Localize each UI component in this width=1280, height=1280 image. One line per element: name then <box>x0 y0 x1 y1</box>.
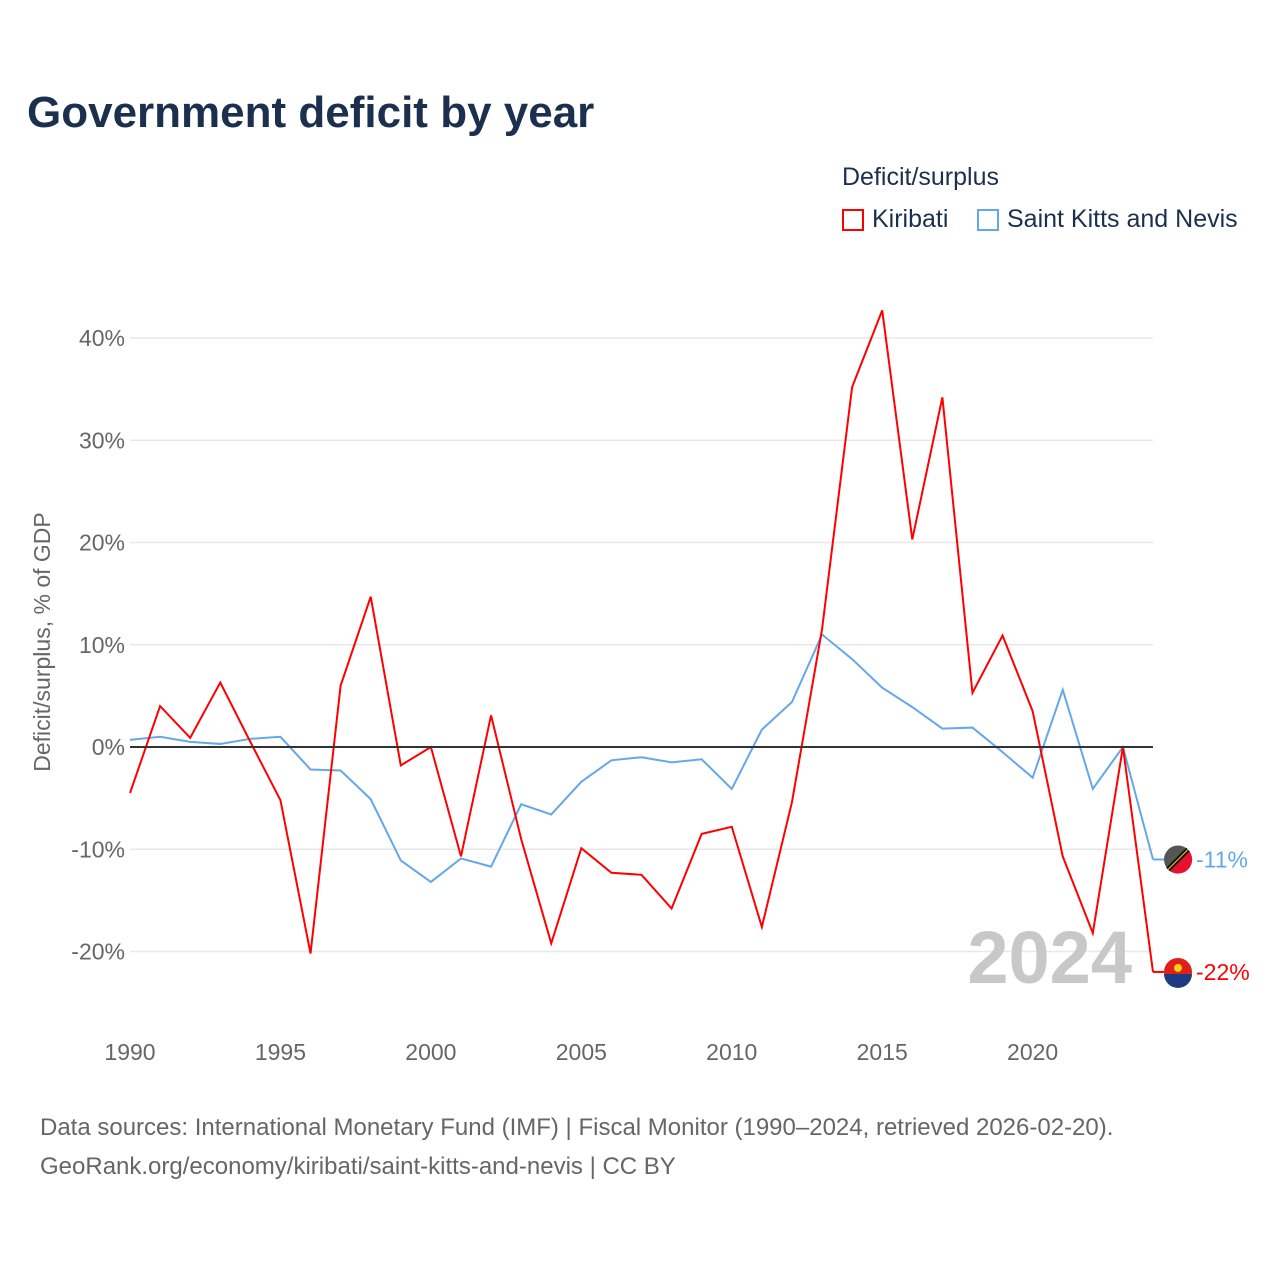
source-link[interactable]: GeoRank.org/economy/kiribati/saint-kitts… <box>40 1153 676 1180</box>
flag-stripe-icon <box>1167 849 1189 870</box>
y-tick-label: 10% <box>79 632 125 658</box>
year-watermark: 2024 <box>967 916 1132 999</box>
x-tick-label: 2010 <box>706 1039 757 1065</box>
footer: Data sources: International Monetary Fun… <box>40 1108 1113 1186</box>
legend-item-saint-kitts-and-nevis[interactable]: Saint Kitts and Nevis <box>977 205 1238 234</box>
y-tick-label: 20% <box>79 530 125 556</box>
x-tick-label: 1990 <box>104 1039 155 1065</box>
source-text: Data sources: International Monetary Fun… <box>40 1114 1114 1141</box>
flag-red-half-icon <box>1168 849 1193 874</box>
series-line-kiribati <box>129 310 1154 973</box>
y-tick-label: 30% <box>79 427 125 453</box>
flag-sun-icon <box>1174 963 1182 972</box>
end-value-label: -11% <box>1196 846 1248 872</box>
legend-swatch-kiribati <box>842 208 864 231</box>
line-chart: -20% -10% 0% 10% 20% 30% 40% 1990 1995 2000 2005 20… <box>29 310 1250 1065</box>
x-tick-label: 2015 <box>857 1039 908 1065</box>
x-tick-label: 1995 <box>255 1039 306 1065</box>
x-tick-label: 2020 <box>1007 1039 1058 1065</box>
y-tick-label: 0% <box>92 734 125 760</box>
end-value-label: -22% <box>1196 959 1250 985</box>
x-tick-label: 2000 <box>405 1039 456 1065</box>
legend-label: Saint Kitts and Nevis <box>1007 205 1238 233</box>
y-axis-label: Deficit/surplus, % of GDP <box>29 512 55 771</box>
chart-title: Government deficit by year <box>27 88 595 137</box>
y-tick-label: -10% <box>71 836 125 862</box>
legend-swatch-saint-kitts <box>977 208 999 231</box>
legend-label: Kiribati <box>872 205 949 233</box>
y-tick-label: 40% <box>79 325 125 351</box>
legend-item-kiribati[interactable]: Kiribati <box>842 205 948 234</box>
flag-wave-icon <box>1164 973 1192 988</box>
y-tick-label: -20% <box>71 939 125 965</box>
series-line-saint-kitts-and-nevis <box>129 632 1154 884</box>
legend-title: Deficit/surplus <box>842 163 999 191</box>
x-tick-label: 2005 <box>556 1039 607 1065</box>
